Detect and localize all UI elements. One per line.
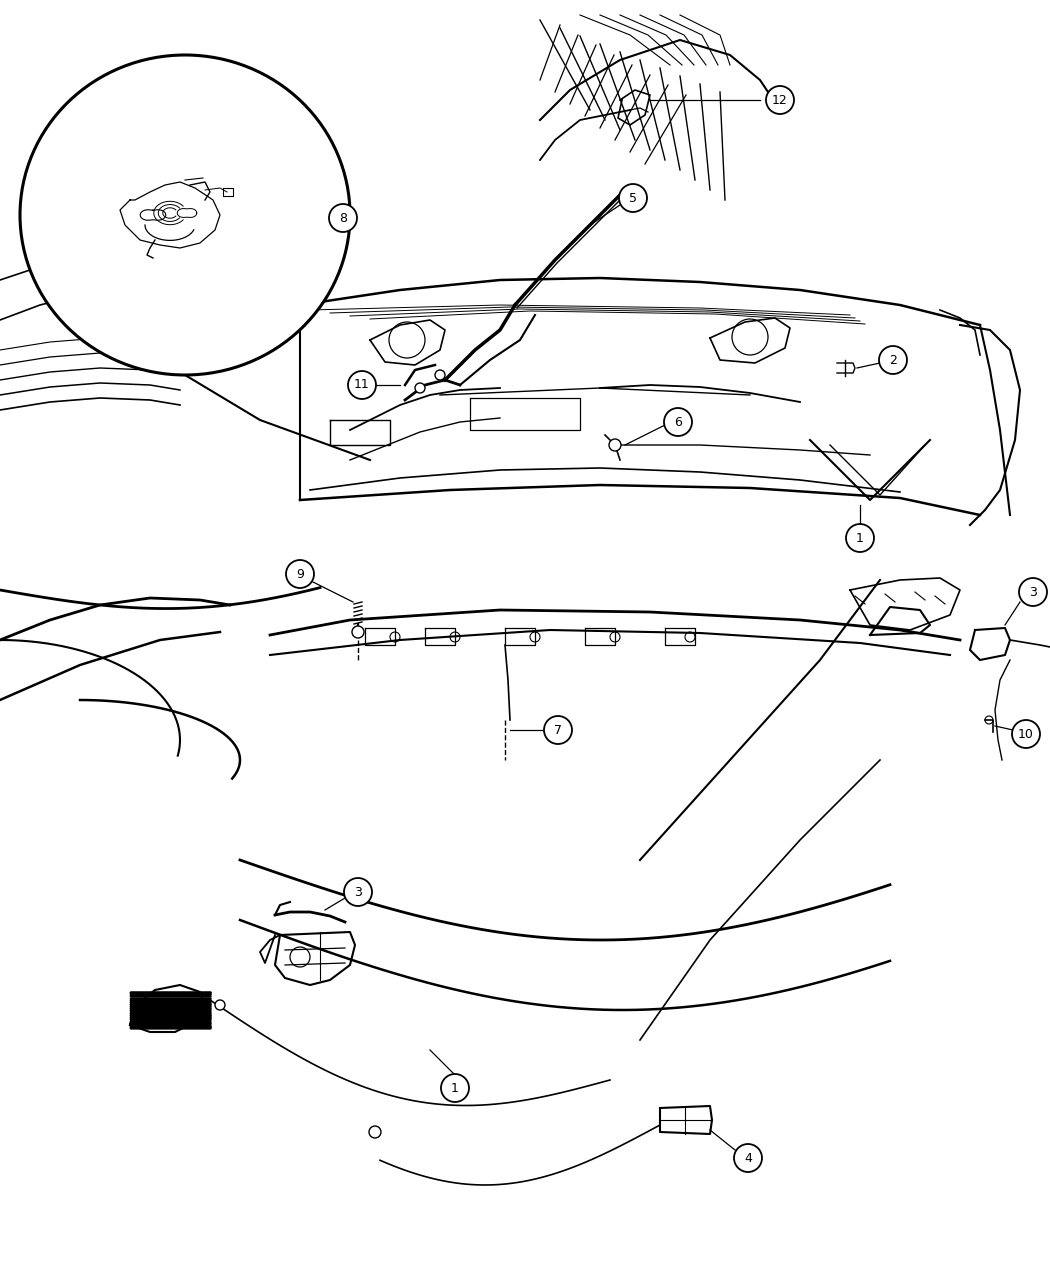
Text: 3: 3 <box>1029 585 1037 598</box>
Circle shape <box>846 524 874 552</box>
Text: 2: 2 <box>889 353 897 366</box>
Text: 6: 6 <box>674 416 681 428</box>
Circle shape <box>766 85 794 113</box>
Text: 1: 1 <box>856 532 864 544</box>
Text: 1: 1 <box>452 1081 459 1094</box>
Circle shape <box>620 184 647 212</box>
Circle shape <box>435 370 445 380</box>
Circle shape <box>215 1000 225 1010</box>
Circle shape <box>879 346 907 374</box>
Text: 10: 10 <box>1018 728 1034 741</box>
Circle shape <box>369 1126 381 1139</box>
Circle shape <box>1018 578 1047 606</box>
Circle shape <box>344 878 372 907</box>
Text: 3: 3 <box>354 886 362 899</box>
Circle shape <box>664 408 692 436</box>
Circle shape <box>286 560 314 588</box>
Text: 8: 8 <box>339 212 347 224</box>
Circle shape <box>329 204 357 232</box>
Circle shape <box>441 1074 469 1102</box>
Text: 4: 4 <box>744 1151 752 1164</box>
Ellipse shape <box>20 55 350 375</box>
Circle shape <box>352 626 364 638</box>
Text: 7: 7 <box>554 723 562 737</box>
Circle shape <box>609 439 621 451</box>
Text: 11: 11 <box>354 379 370 391</box>
Circle shape <box>1012 720 1040 748</box>
Circle shape <box>544 717 572 745</box>
Circle shape <box>415 382 425 393</box>
Circle shape <box>348 371 376 399</box>
Text: 9: 9 <box>296 567 303 580</box>
Text: 5: 5 <box>629 191 637 204</box>
Circle shape <box>734 1144 762 1172</box>
Text: 12: 12 <box>772 93 788 107</box>
